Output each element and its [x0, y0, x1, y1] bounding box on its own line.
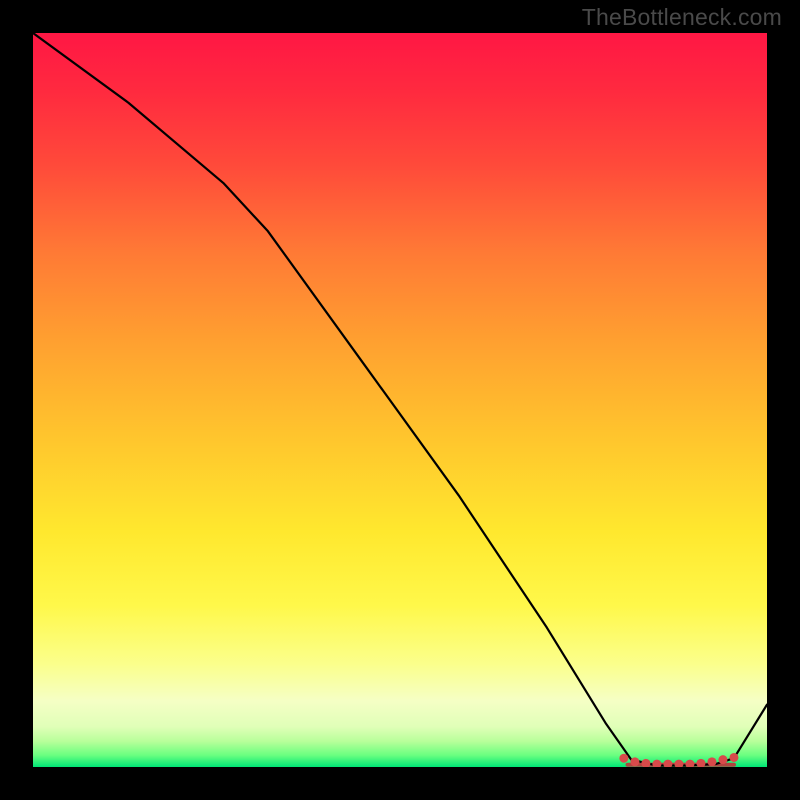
- chart-svg: [33, 33, 767, 767]
- chart-marker: [707, 757, 716, 766]
- chart-background: [33, 33, 767, 767]
- chart-marker: [718, 755, 727, 764]
- watermark-text: TheBottleneck.com: [582, 4, 782, 31]
- chart-marker: [630, 757, 639, 766]
- plot-area: [33, 33, 767, 767]
- chart-marker: [619, 754, 628, 763]
- chart-marker: [729, 753, 738, 762]
